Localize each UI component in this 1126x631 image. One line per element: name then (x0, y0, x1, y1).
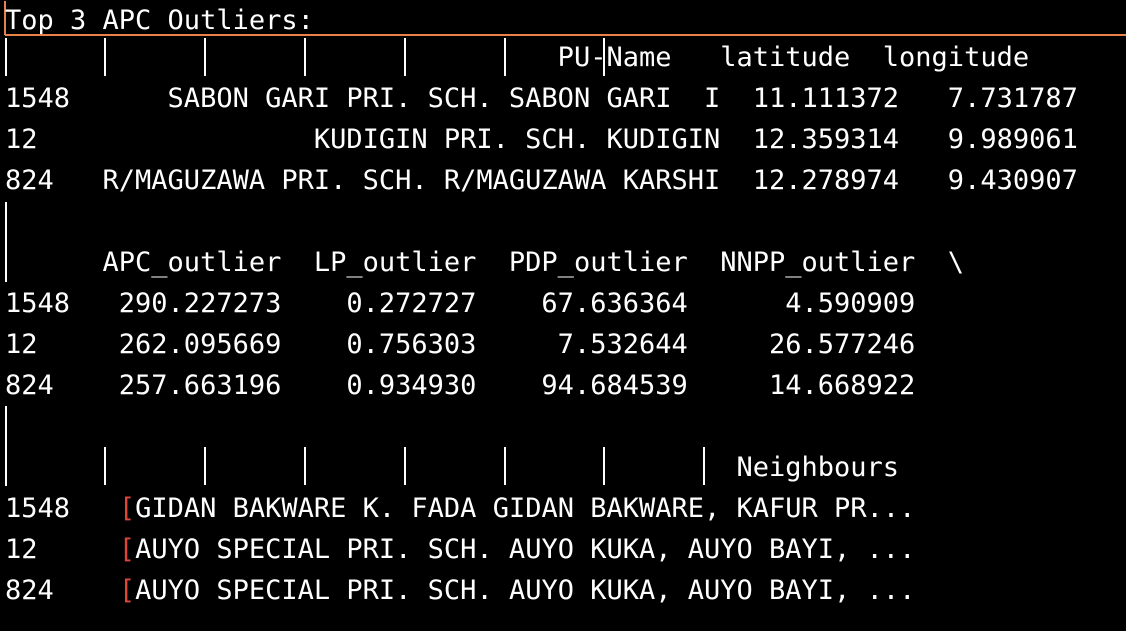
column-separator (304, 447, 306, 485)
column-separator (404, 38, 406, 76)
list-bracket: [ (118, 534, 136, 565)
column-separator (304, 38, 306, 76)
table-row: 1548 [GIDAN BAKWARE K. FADA GIDAN BAKWAR… (5, 488, 915, 529)
column-separator (404, 447, 406, 485)
column-separator (204, 447, 206, 485)
column-separator (104, 38, 106, 76)
table-row: 12 262.095669 0.756303 7.532644 26.57724… (5, 329, 916, 360)
column-separator (504, 447, 506, 485)
row-index: 12 (5, 534, 38, 565)
table-row: 824 R/MAGUZAWA PRI. SCH. R/MAGUZAWA KARS… (5, 165, 1078, 196)
table-row: 824 [AUYO SPECIAL PRI. SCH. AUYO KUKA, A… (5, 570, 915, 611)
table-row: 1548 290.227273 0.272727 67.636364 4.590… (5, 288, 916, 319)
table-row: 1548 SABON GARI PRI. SCH. SABON GARI I 1… (5, 83, 1078, 114)
row-gap (70, 493, 119, 524)
row-gap (38, 534, 119, 565)
column-separator (504, 38, 506, 76)
row-index: 824 (5, 575, 54, 606)
neighbours-value: GIDAN BAKWARE K. FADA GIDAN BAKWARE, KAF… (135, 493, 916, 524)
table-row: 824 257.663196 0.934930 94.684539 14.668… (5, 370, 916, 401)
neighbours-value: AUYO SPECIAL PRI. SCH. AUYO KUKA, AUYO B… (135, 534, 916, 565)
title-divider (5, 34, 1126, 36)
column-separator (5, 202, 7, 282)
output-title: Top 3 APC Outliers: (5, 5, 314, 36)
table-header-location: PU-Name latitude longitude (5, 42, 1030, 73)
neighbours-value: AUYO SPECIAL PRI. SCH. AUYO KUKA, AUYO B… (135, 575, 916, 606)
column-separator (204, 38, 206, 76)
row-index: 1548 (5, 493, 71, 524)
column-separator (5, 406, 7, 486)
row-gap (54, 575, 119, 606)
table-row: 12 [AUYO SPECIAL PRI. SCH. AUYO KUKA, AU… (5, 529, 915, 570)
column-separator (104, 447, 106, 485)
list-bracket: [ (118, 493, 136, 524)
table-row: 12 KUDIGIN PRI. SCH. KUDIGIN 12.359314 9… (5, 124, 1078, 155)
cursor-caret (4, 1, 6, 35)
column-separator (5, 38, 7, 76)
table-header-neighbours: Neighbours (5, 452, 900, 483)
table-header-outliers: APC_outlier LP_outlier PDP_outlier NNPP_… (5, 247, 965, 278)
column-separator (603, 447, 605, 485)
column-separator (703, 447, 705, 485)
list-bracket: [ (118, 575, 136, 606)
column-separator (603, 38, 605, 76)
